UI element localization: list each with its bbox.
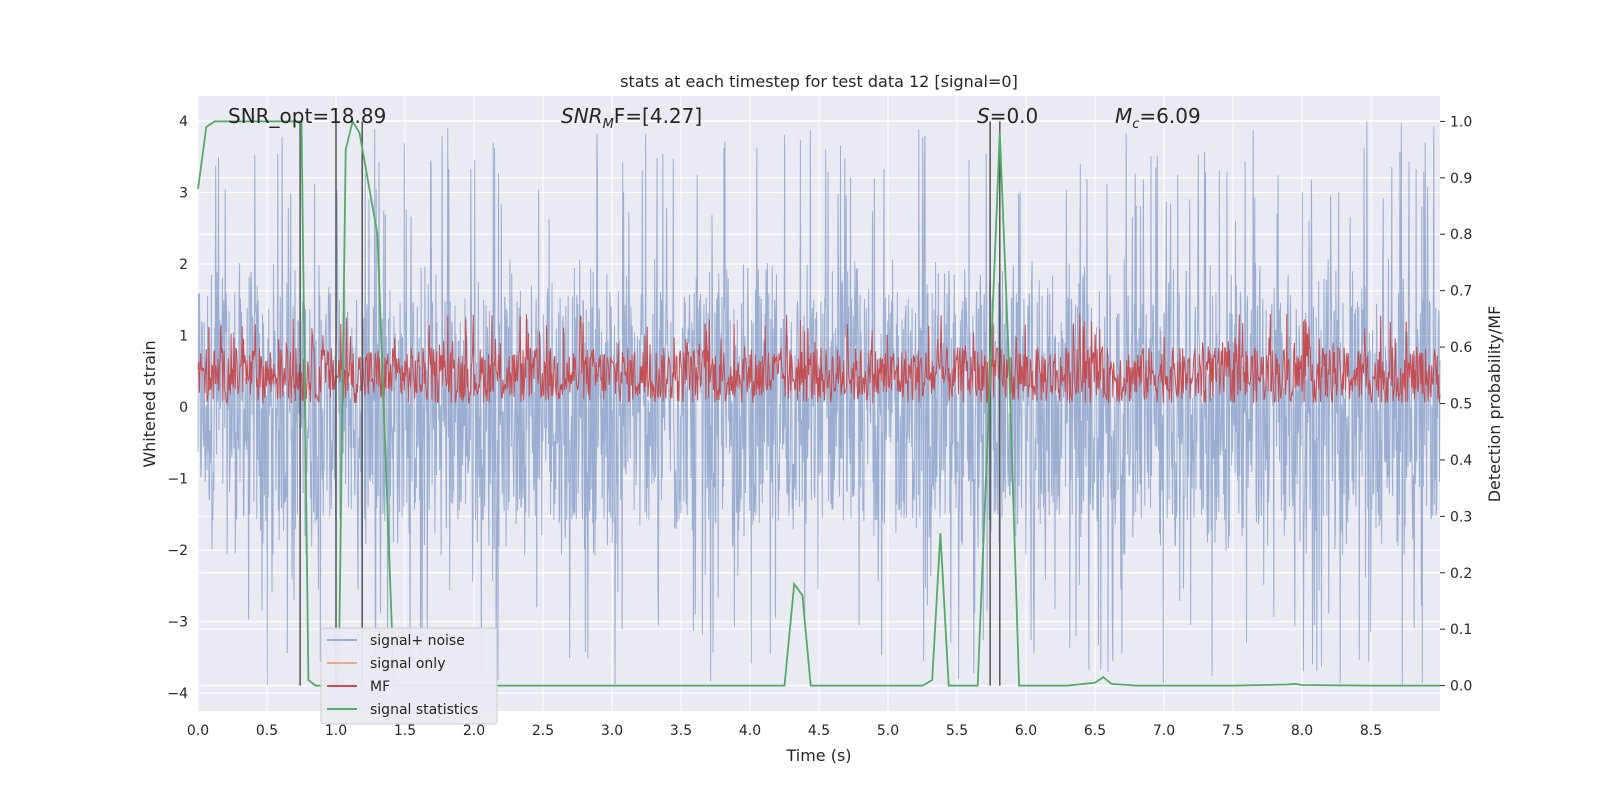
x-tick-label: 5.5 [946, 723, 968, 739]
y-right-tick-label: 0.2 [1450, 566, 1472, 582]
legend: signal+ noise signal only MF signal stat… [320, 627, 498, 725]
y-axis-left: 4 3 2 1 0 −1 −2 −3 −4 [167, 114, 188, 702]
x-tick-label: 6.0 [1015, 723, 1037, 739]
y-left-tick-label: 3 [179, 186, 188, 202]
y-right-tick-label: 0.7 [1450, 284, 1472, 300]
annotation-mc: Mc=6.09 [1115, 104, 1201, 132]
y-axis-right: 1.0 0.9 0.8 0.7 0.6 0.5 0.4 0.3 0.2 0.1 0.0 [1440, 114, 1472, 695]
y-left-tick-label: 2 [179, 257, 188, 273]
x-tick-label: 0.5 [256, 723, 278, 739]
y-left-tick-label: 0 [179, 400, 188, 416]
x-tick-label: 7.5 [1222, 723, 1244, 739]
legend-box [320, 627, 498, 725]
x-tick-label: 4.0 [739, 723, 761, 739]
x-axis-label: Time (s) [785, 746, 851, 765]
y-right-tick-label: 0.0 [1450, 679, 1472, 695]
y-right-tick-label: 0.6 [1450, 340, 1472, 356]
x-tick-label: 0.0 [187, 723, 209, 739]
annotation-snr-opt: SNR_opt=18.89 [228, 104, 386, 128]
x-tick-label: 3.5 [670, 723, 692, 739]
legend-label-mf: MF [370, 679, 390, 695]
x-axis: 0.0 0.5 1.0 1.5 2.0 2.5 3.0 3.5 4.0 4.5 5.0 5.5 6.0 6… [187, 723, 1382, 739]
y-right-tick-label: 0.1 [1450, 622, 1472, 638]
signal-statistics-line [197, 119, 1440, 687]
y-right-tick-label: 0.3 [1450, 509, 1472, 525]
x-tick-label: 1.0 [325, 723, 347, 739]
chart-title: stats at each timestep for test data 12 … [620, 72, 1018, 91]
x-tick-label: 5.0 [877, 723, 899, 739]
mf-series [197, 313, 1441, 406]
y-axis-right-label: Detection probability/MF [1485, 306, 1504, 503]
legend-label-signal-noise: signal+ noise [370, 633, 465, 649]
x-tick-label: 3.0 [601, 723, 623, 739]
x-tick-label: 2.0 [463, 723, 485, 739]
vertical-markers [299, 121, 1001, 686]
x-tick-label: 6.5 [1084, 723, 1106, 739]
x-tick-label: 4.5 [808, 723, 830, 739]
y-right-tick-label: 0.8 [1450, 227, 1472, 243]
annotation-snr-mf: SNRMF=[4.27] [561, 104, 702, 132]
y-left-tick-label: −4 [167, 686, 188, 702]
y-left-tick-label: 4 [179, 114, 188, 130]
x-tick-label: 7.0 [1153, 723, 1175, 739]
y-right-tick-label: 0.9 [1450, 171, 1472, 187]
legend-label-signal-only: signal only [370, 656, 445, 672]
y-right-tick-label: 0.5 [1450, 397, 1472, 413]
annotation-s: S=0.0 [977, 104, 1038, 128]
y-axis-left-label: Whitened strain [140, 340, 159, 467]
y-left-tick-label: −2 [167, 543, 188, 559]
x-tick-label: 2.5 [532, 723, 554, 739]
x-tick-label: 8.5 [1360, 723, 1382, 739]
y-left-tick-label: −3 [167, 615, 188, 631]
legend-label-signal-statistics: signal statistics [370, 702, 478, 718]
y-left-tick-label: 1 [179, 329, 188, 345]
y-left-tick-label: −1 [167, 472, 188, 488]
x-tick-label: 8.0 [1291, 723, 1313, 739]
y-right-tick-label: 1.0 [1450, 114, 1472, 130]
mf-line [197, 313, 1441, 406]
x-tick-label: 1.5 [394, 723, 416, 739]
y-right-tick-label: 0.4 [1450, 453, 1472, 469]
signal-statistics-series [197, 119, 1440, 687]
